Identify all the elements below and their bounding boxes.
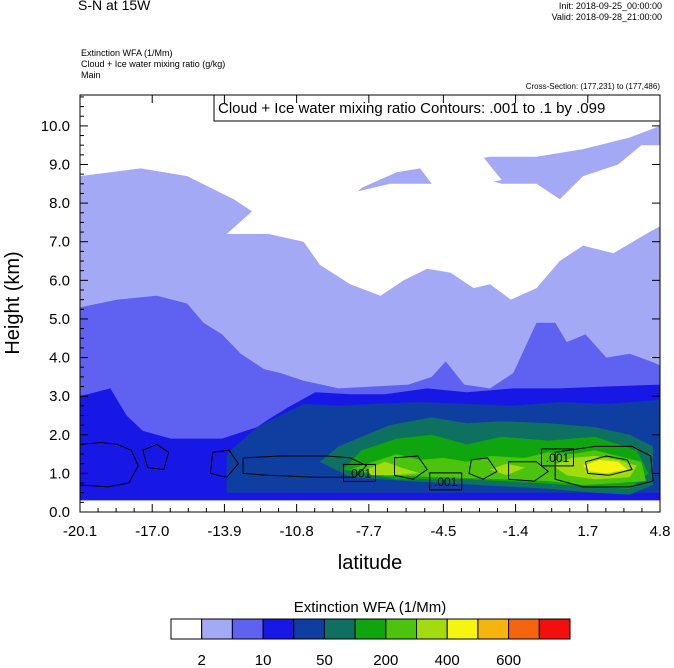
colorbar-label: 200 bbox=[373, 652, 398, 668]
contour-label-box bbox=[429, 472, 463, 491]
colorbar-swatch bbox=[508, 618, 540, 640]
contour-line bbox=[242, 455, 368, 478]
contour-label-text: .001 bbox=[348, 466, 372, 480]
x-tick-label: -13.9 bbox=[207, 523, 241, 540]
y-tick-label: 1.0 bbox=[49, 465, 70, 482]
colorbar-swatch bbox=[446, 618, 479, 640]
field-region-level-0 bbox=[226, 145, 660, 300]
extinction-field bbox=[80, 125, 660, 501]
contour-line bbox=[209, 449, 240, 478]
contour-line bbox=[584, 455, 633, 476]
y-axis-title: Height (km) bbox=[2, 251, 24, 354]
colorbar-swatch bbox=[538, 618, 571, 640]
colorbar-swatch bbox=[416, 618, 448, 640]
colorbar-swatch bbox=[262, 618, 295, 640]
y-tick-label: 6.0 bbox=[49, 272, 70, 289]
y-tick-label: 3.0 bbox=[49, 388, 70, 405]
field-region-level-8 bbox=[490, 463, 525, 476]
contour-line bbox=[80, 441, 139, 488]
colorbar-label: 10 bbox=[255, 652, 272, 668]
contour-label: .001 bbox=[541, 448, 574, 467]
x-tick-label: 4.8 bbox=[650, 523, 671, 540]
field-extinction: Extinction WFA (1/Mm) bbox=[81, 48, 173, 58]
x-tick-label: -4.5 bbox=[430, 523, 456, 540]
x-axis: -20.1 -17.0 -13.9 -10.8 -7.7 -4.5 -1.4 1.7 4.8 bbox=[63, 95, 671, 540]
contour-label-box bbox=[343, 463, 376, 482]
contour-line bbox=[394, 455, 428, 480]
contour-info-text: Cloud + Ice water mixing ratio Contours:… bbox=[218, 100, 605, 117]
colorbar-swatch bbox=[385, 618, 418, 640]
mixing-ratio-contours bbox=[80, 441, 654, 488]
y-tick-label: 7.0 bbox=[49, 234, 70, 251]
y-tick-label: 5.0 bbox=[49, 311, 70, 328]
y-tick-label: 4.0 bbox=[49, 350, 70, 367]
contour-line bbox=[508, 461, 550, 482]
y-tick-label: 10.0 bbox=[41, 118, 70, 135]
contour-label: .001 bbox=[343, 463, 376, 482]
contour-label-text: .001 bbox=[434, 475, 458, 489]
field-region-level-0 bbox=[420, 156, 502, 188]
colorbar-title: Extinction WFA (1/Mm) bbox=[294, 599, 447, 616]
y-axis: 0.0 1.0 2.0 3.0 4.0 5.0 6.0 7.0 8.0 9.0 10.0 bbox=[41, 96, 660, 521]
y-tick-label: 8.0 bbox=[49, 195, 70, 212]
x-tick-label: -7.7 bbox=[356, 523, 382, 540]
valid-time: Valid: 2018-09-28_21:00:00 bbox=[551, 12, 662, 22]
cross-section-label: Cross-Section: (177,231) to (177,486) bbox=[525, 82, 660, 91]
colorbar: 2 10 50 200 400 600 bbox=[170, 618, 571, 668]
field-region-level-9 bbox=[583, 459, 628, 474]
field-main: Main bbox=[81, 70, 101, 80]
x-tick-label: -10.8 bbox=[280, 523, 314, 540]
contour-line bbox=[468, 457, 498, 480]
run-times: Init: 2018-09-25_00:00:00 Valid: 2018-09… bbox=[552, 1, 662, 23]
y-tick-label: 2.0 bbox=[49, 427, 70, 444]
x-tick-label: -17.0 bbox=[135, 523, 169, 540]
field-descriptions: Extinction WFA (1/Mm) Cloud + Ice water … bbox=[81, 48, 225, 81]
contour-line bbox=[554, 445, 654, 488]
x-tick-label: -20.1 bbox=[63, 523, 97, 540]
field-cloud-ice: Cloud + Ice water mixing ratio (g/kg) bbox=[81, 59, 226, 69]
colorbar-swatch bbox=[170, 618, 203, 640]
x-tick-label: -1.4 bbox=[503, 523, 529, 540]
colorbar-label: 400 bbox=[435, 652, 460, 668]
plot-title: S-N at 15W bbox=[78, 0, 151, 13]
colorbar-swatch bbox=[477, 618, 510, 640]
init-time: Init: 2018-09-25_00:00:00 bbox=[558, 1, 662, 11]
colorbar-swatch bbox=[323, 618, 356, 640]
x-tick-label: 1.7 bbox=[577, 523, 598, 540]
contour-info-frame bbox=[213, 94, 661, 122]
contour-line bbox=[142, 443, 170, 471]
colorbar-swatch bbox=[354, 618, 387, 640]
contour-label-box bbox=[541, 448, 574, 467]
colorbar-label: 2 bbox=[198, 652, 206, 668]
contour-label-text: .001 bbox=[546, 451, 570, 465]
colorbar-label: 50 bbox=[316, 652, 333, 668]
colorbar-swatch bbox=[201, 618, 233, 640]
y-tick-label: 0.0 bbox=[49, 504, 70, 521]
contour-labels: .001 .001 .001 bbox=[343, 448, 574, 491]
contour-label: .001 bbox=[429, 472, 463, 491]
colorbar-swatch bbox=[231, 618, 264, 640]
y-tick-label: 9.0 bbox=[49, 157, 70, 174]
contour-info-box: Cloud + Ice water mixing ratio Contours:… bbox=[213, 94, 661, 122]
field-region-level-8 bbox=[366, 461, 421, 476]
colorbar-label: 600 bbox=[496, 652, 521, 668]
colorbar-swatch bbox=[293, 618, 325, 640]
x-axis-title: latitude bbox=[338, 552, 403, 574]
